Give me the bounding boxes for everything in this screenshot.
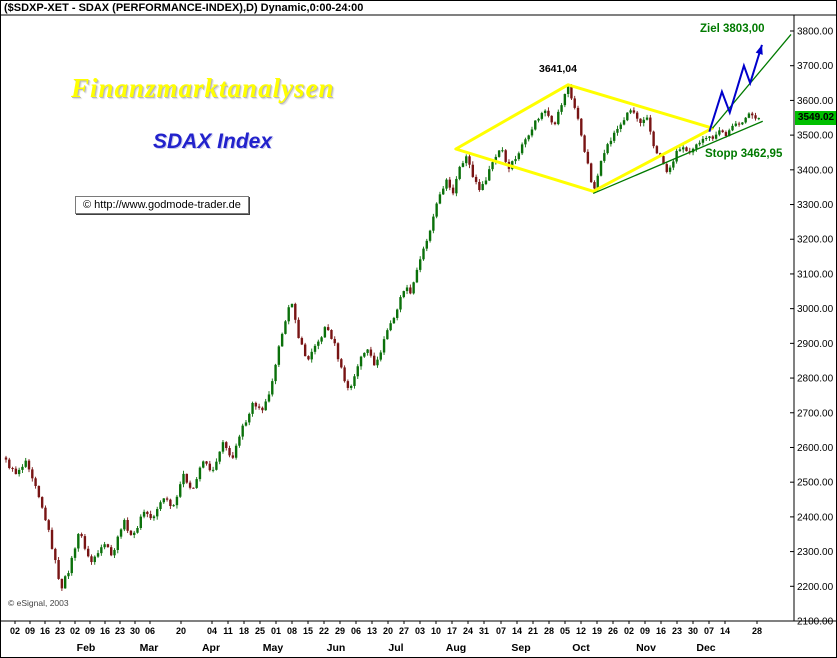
svg-text:Jun: Jun <box>327 642 346 654</box>
projection-arrowhead <box>755 44 763 55</box>
svg-text:27: 27 <box>399 626 409 636</box>
svg-text:06: 06 <box>145 626 155 636</box>
website-watermark: © http://www.godmode-trader.de <box>75 196 249 214</box>
svg-text:01: 01 <box>271 626 281 636</box>
svg-text:02: 02 <box>624 626 634 636</box>
svg-text:3300.00: 3300.00 <box>797 200 834 211</box>
svg-text:16: 16 <box>100 626 110 636</box>
svg-text:14: 14 <box>720 626 730 636</box>
projection-zigzag <box>708 44 763 132</box>
svg-text:3400.00: 3400.00 <box>797 165 834 176</box>
svg-text:3200.00: 3200.00 <box>797 235 834 246</box>
svg-text:20: 20 <box>176 626 186 636</box>
svg-text:Feb: Feb <box>77 642 96 654</box>
svg-text:28: 28 <box>544 626 554 636</box>
svg-text:Jul: Jul <box>388 642 403 654</box>
svg-text:3800.00: 3800.00 <box>797 27 834 38</box>
brand-watermark-text: Finanzmarktanalysen <box>71 73 335 103</box>
svg-text:2700.00: 2700.00 <box>797 408 834 419</box>
svg-text:07: 07 <box>704 626 714 636</box>
svg-text:07: 07 <box>496 626 506 636</box>
svg-text:11: 11 <box>223 626 233 636</box>
svg-text:2900.00: 2900.00 <box>797 339 834 350</box>
svg-text:2300.00: 2300.00 <box>797 547 834 558</box>
svg-text:2800.00: 2800.00 <box>797 374 834 385</box>
svg-text:25: 25 <box>255 626 265 636</box>
svg-text:2600.00: 2600.00 <box>797 443 834 454</box>
svg-text:09: 09 <box>640 626 650 636</box>
svg-text:23: 23 <box>55 626 65 636</box>
svg-text:May: May <box>263 642 284 654</box>
svg-text:Mar: Mar <box>140 642 159 654</box>
index-name-label: SDAX Index <box>153 130 273 153</box>
svg-text:08: 08 <box>287 626 297 636</box>
svg-text:16: 16 <box>40 626 50 636</box>
svg-text:2400.00: 2400.00 <box>797 512 834 523</box>
svg-text:Aug: Aug <box>446 642 466 654</box>
svg-text:15: 15 <box>303 626 313 636</box>
peak-price-label: 3641,04 <box>539 63 577 75</box>
svg-text:Nov: Nov <box>636 642 656 654</box>
svg-text:12: 12 <box>576 626 586 636</box>
svg-text:3000.00: 3000.00 <box>797 304 834 315</box>
svg-text:Dec: Dec <box>696 642 715 654</box>
svg-text:17: 17 <box>447 626 457 636</box>
svg-text:3100.00: 3100.00 <box>797 269 834 280</box>
svg-text:Apr: Apr <box>202 642 220 654</box>
svg-text:28: 28 <box>752 626 762 636</box>
target-label: Ziel 3803,00 <box>700 23 765 35</box>
svg-text:10: 10 <box>431 626 441 636</box>
stop-label: Stopp 3462,95 <box>705 148 783 160</box>
svg-text:3500.00: 3500.00 <box>797 131 834 142</box>
svg-text:13: 13 <box>367 626 377 636</box>
svg-text:22: 22 <box>319 626 329 636</box>
y-axis-labels: 3800.00 3700.00 3600.00 3500.00 3400.00 3300.… <box>790 27 834 628</box>
support-trendline <box>592 120 763 195</box>
svg-text:Sep: Sep <box>511 642 530 654</box>
svg-text:2200.00: 2200.00 <box>797 582 834 593</box>
svg-text:20: 20 <box>383 626 393 636</box>
svg-text:26: 26 <box>608 626 618 636</box>
svg-text:23: 23 <box>672 626 682 636</box>
svg-text:18: 18 <box>239 626 249 636</box>
svg-text:06: 06 <box>351 626 361 636</box>
svg-text:04: 04 <box>207 626 217 636</box>
svg-text:19: 19 <box>592 626 602 636</box>
svg-text:09: 09 <box>25 626 35 636</box>
svg-text:02: 02 <box>70 626 80 636</box>
svg-text:09: 09 <box>85 626 95 636</box>
svg-text:16: 16 <box>656 626 666 636</box>
watermark-url: © http://www.godmode-trader.de <box>83 199 241 211</box>
svg-text:14: 14 <box>512 626 522 636</box>
svg-text:03: 03 <box>415 626 425 636</box>
svg-text:2100.00: 2100.00 <box>797 617 834 628</box>
svg-text:Oct: Oct <box>572 642 590 654</box>
x-axis-labels: 02 09 16 23 02 09 16 23 30 06 20 04 11 18 25 01 08 15 22 29… <box>10 621 762 654</box>
window-title: ($SDXP-XET - SDAX (PERFORMANCE-INDEX),D)… <box>4 2 364 14</box>
svg-text:2500.00: 2500.00 <box>797 478 834 489</box>
svg-text:30: 30 <box>130 626 140 636</box>
svg-text:31: 31 <box>479 626 489 636</box>
svg-text:24: 24 <box>463 626 473 636</box>
candlestick-series <box>4 84 761 591</box>
last-price-badge: 3549.02 <box>795 111 836 125</box>
svg-text:23: 23 <box>115 626 125 636</box>
svg-text:3700.00: 3700.00 <box>797 61 834 72</box>
svg-text:3600.00: 3600.00 <box>797 96 834 107</box>
svg-text:05: 05 <box>560 626 570 636</box>
svg-text:29: 29 <box>335 626 345 636</box>
svg-text:02: 02 <box>10 626 20 636</box>
esignal-credit: © eSignal, 2003 <box>8 598 69 608</box>
svg-text:30: 30 <box>688 626 698 636</box>
svg-text:21: 21 <box>528 626 538 636</box>
